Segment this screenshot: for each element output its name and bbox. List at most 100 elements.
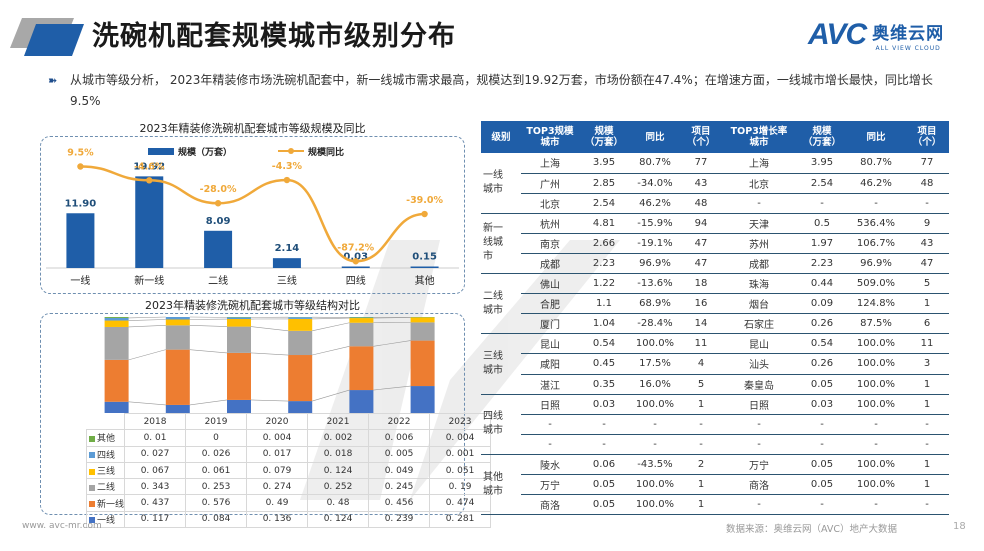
table-cell: 0.44 [797,273,847,295]
table-cell: 1 [681,494,721,516]
value-cell: 0. 017 [246,445,309,463]
table-cell: 18 [681,273,721,295]
segment-其他 [349,317,374,318]
table-cell: 11 [681,333,721,355]
table-cell: - [629,414,681,435]
summary: ➽ 从城市等级分析， 2023年精装修市场洗碗机配套中，新一线城市需求最高，规模… [48,70,948,112]
table-cell: 0.05 [579,474,629,496]
table-cell: -43.5% [629,454,681,476]
table-cell: 2.85 [579,173,629,194]
segment-一线 [165,404,190,413]
table-cell: 成都 [721,253,797,275]
table-cell: - [847,494,905,516]
footer-url: www. avc-mr.com [22,521,102,531]
table-cell: 2.66 [579,233,629,254]
brand-name-cn: 奥维云网 [872,23,945,44]
series-label: 二线 [85,478,126,496]
brand-mark: AVC [808,18,867,51]
table-cell: 成都 [521,253,579,275]
summary-text: 从城市等级分析， 2023年精装修市场洗碗机配套中，新一线城市需求最高，规模达到… [70,73,933,108]
bar-label: 11.90 [65,198,97,209]
connector-line [189,325,228,327]
table-cell: 100.0% [847,353,905,375]
table-cell: 0.26 [797,313,847,335]
table-cell: 100.0% [629,333,681,355]
table-row: 二线 城市 佛山 1.22 -13.6% 18 珠海 0.44 509.0% 5 [481,273,949,335]
table-cell: 100.0% [629,394,681,415]
table-cell: - [721,434,797,455]
connector-line [250,326,289,332]
table-row: 北京 2.54 46.2% 48- - - - [481,193,949,214]
bar-四线 [341,266,370,268]
segment-二线 [349,322,374,347]
table-row: -------- [481,434,949,455]
value-cell: 0. 079 [246,461,309,480]
group-label: 二线 城市 [481,273,521,335]
segment-二线 [227,326,251,353]
table-cell: 1 [905,474,949,496]
table-cell: 昆山 [721,333,797,355]
table-cell: 47 [905,253,949,275]
value-cell: 0. 281 [429,510,492,529]
bar-label: 8.09 [206,216,231,227]
year-header: 2020 [246,412,309,431]
table-cell: 3.95 [797,153,847,174]
table-cell: 陵水 [521,454,579,476]
segment-二线 [165,325,190,350]
table-cell: 17.5% [629,353,681,375]
x-tick-label: 一线 [70,274,90,287]
table-cell: 0.26 [797,353,847,375]
table-cell: 80.7% [629,153,681,174]
chart1-panel [40,136,465,294]
table-cell: 5 [681,374,721,395]
table-cell: 汕头 [721,353,797,375]
table-cell: 77 [681,153,721,174]
table-row: 三线 城市 昆山 0.54 100.0% 11 昆山 0.54 100.0% 11 [481,333,949,395]
value-cell: 0. 061 [185,461,248,480]
value-cell: 0. 049 [368,461,431,480]
table-row: 四线 城市 日照 0.03 100.0% 1 日照 0.03 100.0% 1 [481,394,949,455]
structure-data-table: 2018 2019 2020 2021 2022 2023 其他 0. 01 0 0. 004 0.… [85,412,492,529]
value-cell: 0. 253 [185,478,248,496]
table-cell: 100.0% [629,474,681,496]
connector-line [128,401,166,406]
group-label: 一线 城市 [481,153,521,214]
stacked-bar-2018 [104,317,129,413]
table-cell: -34.0% [629,173,681,194]
table-cell: 1 [681,394,721,415]
table-cell: 北京 [521,193,579,214]
table-cell: 上海 [721,153,797,174]
value-cell: 0. 124 [307,461,370,480]
segment-新一线 [410,340,435,387]
table-cell: 日照 [521,394,579,415]
segment-一线 [227,399,251,413]
legend-bar-label: 规模（万套） [178,146,232,158]
table-cell: 96.9% [629,253,681,275]
table-cell: - [847,414,905,435]
segment-四线 [288,317,313,319]
legend-swatch [89,501,95,508]
table-cell: 日照 [721,394,797,415]
table-cell: 68.9% [629,293,681,315]
segment-新一线 [104,359,129,402]
table-cell: 0.5 [797,213,847,234]
legend-line-label: 规模同比 [308,146,344,158]
table-cell: 100.0% [629,494,681,516]
title-decoration-icon [10,18,84,56]
column-header: 级别 [481,121,521,153]
bar-label: 19.92 [133,161,165,172]
table-cell: 16 [681,293,721,315]
table-cell: 6 [905,313,949,335]
yoy-label: -4.3% [272,161,303,172]
table-cell: 南京 [521,233,579,254]
table-row: 新一 线城市杭州 4.81 -15.9% 94 天津 0.5 536.4% 9 [481,213,949,275]
value-cell: 0. 274 [246,478,309,496]
segment-一线 [288,401,313,413]
structure-table-row: 其他 0. 01 0 0. 004 0. 002 0. 006 0. 004 [85,429,492,447]
year-header: 2022 [368,412,431,431]
table-row: 万宁 0.05 100.0% 1 商洛 0.05 100.0% 1 [481,474,949,496]
value-cell: 0. 437 [124,494,187,512]
table-cell: 商洛 [521,494,579,516]
stacked-bar-2022 [349,317,374,413]
table-cell: 0.06 [579,454,629,476]
